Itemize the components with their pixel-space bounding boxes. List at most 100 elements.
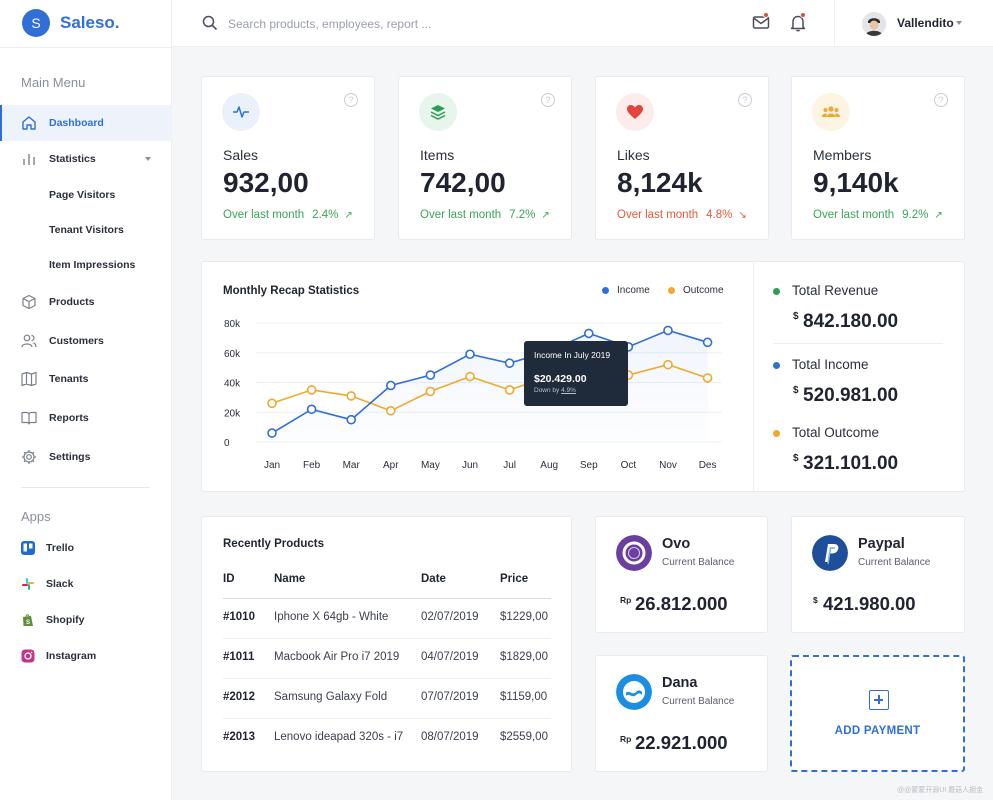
help-icon[interactable]: ? — [541, 93, 555, 107]
app-item-slack[interactable]: Slack — [21, 577, 73, 591]
help-icon[interactable]: ? — [738, 93, 752, 107]
app-item-trello[interactable]: Trello — [21, 541, 74, 555]
bell-icon[interactable] — [789, 13, 809, 33]
logo-badge: S — [22, 9, 50, 37]
sidebar-item-statistics[interactable]: Statistics — [0, 141, 172, 177]
y-tick-label: 0 — [224, 438, 230, 449]
chevron-down-icon[interactable] — [956, 21, 962, 25]
sidebar-separator — [21, 487, 150, 488]
wallet-card-paypal[interactable]: Paypal Current Balance $ 421.980.00 — [791, 516, 965, 633]
series-line-outcome — [271, 363, 708, 412]
stat-footer-text: Over last month — [420, 209, 502, 221]
add-payment-button[interactable]: ADD PAYMENT — [790, 655, 965, 772]
cell-date: 04/07/2019 — [421, 651, 479, 663]
chevron-down-icon[interactable] — [145, 157, 151, 161]
data-point-income-jul[interactable] — [504, 358, 515, 368]
chart-tooltip: Income In July 2019 $20.429.00 Down by 4… — [524, 341, 628, 406]
data-point-outcome-nov[interactable] — [663, 359, 673, 370]
x-tick-label: Nov — [659, 460, 677, 471]
revenue-currency: $ — [793, 311, 799, 322]
stat-footer: Over last month 9.2% ↗ — [813, 209, 943, 221]
legend-outcome[interactable]: Outcome — [668, 285, 724, 296]
wallet-currency: Rp — [620, 734, 632, 744]
data-point-income-nov[interactable] — [663, 325, 673, 336]
data-point-outcome-jun[interactable] — [465, 371, 475, 382]
sidebar-subitem-item-impressions[interactable]: Item Impressions — [49, 259, 136, 271]
help-icon[interactable]: ? — [344, 93, 358, 107]
sidebar-item-reports[interactable]: Reports — [0, 400, 172, 436]
stat-footer: Over last month 2.4% ↗ — [223, 209, 353, 221]
income-dot — [773, 362, 780, 369]
shopify-icon: S — [23, 614, 33, 626]
column-header-date[interactable]: Date — [421, 573, 446, 585]
data-point-outcome-jan[interactable] — [267, 398, 277, 409]
column-header-id[interactable]: ID — [223, 573, 235, 585]
data-point-outcome-mar[interactable] — [346, 391, 357, 401]
data-point-income-feb[interactable] — [306, 404, 317, 415]
topbar-divider — [834, 0, 835, 47]
legend-income[interactable]: Income — [602, 285, 650, 296]
ovo-icon — [616, 535, 652, 571]
dana-icon — [616, 674, 652, 710]
data-point-income-apr[interactable] — [385, 380, 396, 391]
app-logo[interactable]: S Saleso. — [22, 9, 120, 37]
data-point-outcome-apr[interactable] — [385, 405, 396, 416]
sidebar-item-customers[interactable]: Customers — [0, 323, 172, 359]
search-icon[interactable] — [202, 15, 218, 31]
data-point-outcome-feb[interactable] — [306, 385, 317, 395]
data-point-outcome-jul[interactable] — [504, 385, 515, 395]
data-point-income-sep[interactable] — [583, 328, 594, 339]
stat-percent: 2.4% — [312, 209, 339, 221]
app-item-instagram[interactable]: Instagram — [21, 649, 96, 663]
wallet-sub: Current Balance — [662, 696, 735, 707]
column-header-name[interactable]: Name — [274, 573, 306, 585]
data-point-income-jun[interactable] — [465, 349, 475, 360]
x-tick-label: Des — [699, 460, 717, 471]
wallet-name: Paypal — [858, 536, 905, 552]
sidebar-item-label: Tenants — [49, 373, 89, 385]
mail-icon[interactable] — [752, 13, 772, 33]
data-point-outcome-may[interactable] — [425, 386, 436, 397]
stat-card-items: ? Items 742,00 Over last month 7.2% ↗ — [398, 76, 572, 240]
data-point-outcome-des[interactable] — [702, 373, 713, 383]
x-tick-label: Mar — [343, 460, 361, 471]
sidebar-item-tenants[interactable]: Tenants — [0, 361, 172, 397]
username[interactable]: Vallendito — [897, 16, 954, 30]
stat-percent: 4.8% — [706, 209, 733, 221]
trello-icon — [21, 541, 35, 555]
wallet-card-dana[interactable]: Dana Current Balance Rp 22.921.000 — [595, 655, 768, 772]
wallet-balance: 421.980.00 — [823, 593, 916, 614]
avatar[interactable] — [862, 12, 886, 36]
sidebar-subitem-tenant-visitors[interactable]: Tenant Visitors — [49, 224, 124, 236]
sidebar-item-products[interactable]: Products — [0, 284, 172, 320]
search-input[interactable] — [228, 14, 528, 34]
sidebar-item-settings[interactable]: Settings — [0, 439, 172, 475]
column-header-price[interactable]: Price — [500, 573, 529, 585]
data-point-income-jan[interactable] — [267, 428, 277, 438]
data-point-income-may[interactable] — [425, 370, 436, 380]
stat-title: Likes — [617, 147, 650, 163]
x-tick-label: Oct — [621, 460, 637, 471]
arrow-down-right-icon: ↘ — [738, 209, 747, 221]
sidebar-item-dashboard[interactable]: Dashboard — [0, 105, 172, 141]
stat-card-likes: ? Likes 8,124k Over last month 4.8% ↘ — [595, 76, 769, 240]
app-item-shopify[interactable]: S Shopify — [21, 613, 85, 627]
data-point-income-des[interactable] — [702, 337, 713, 348]
revenue-dot — [773, 288, 780, 295]
x-tick-label: Jul — [503, 460, 516, 471]
sidebar-item-label: Dashboard — [49, 117, 104, 129]
sidebar-subitem-page-visitors[interactable]: Page Visitors — [49, 189, 116, 201]
wallet-card-ovo[interactable]: Ovo Current Balance Rp 26.812.000 — [595, 516, 768, 633]
wallet-sub: Current Balance — [662, 557, 735, 568]
bar-chart-icon — [23, 154, 35, 165]
header-divider — [223, 598, 551, 599]
data-point-income-mar[interactable] — [346, 414, 357, 425]
help-icon[interactable]: ? — [934, 93, 948, 107]
wallet-currency: $ — [813, 595, 818, 605]
home-icon — [22, 116, 36, 130]
cell-name: Lenovo ideapad 320s - i7 — [274, 731, 404, 743]
cell-price: $1229,00 — [500, 611, 548, 623]
income-label: Total Income — [792, 357, 869, 372]
sidebar: S Saleso. Main Menu Dashboard Statistics… — [0, 0, 172, 800]
tooltip-note-value: 4.9% — [561, 387, 576, 394]
